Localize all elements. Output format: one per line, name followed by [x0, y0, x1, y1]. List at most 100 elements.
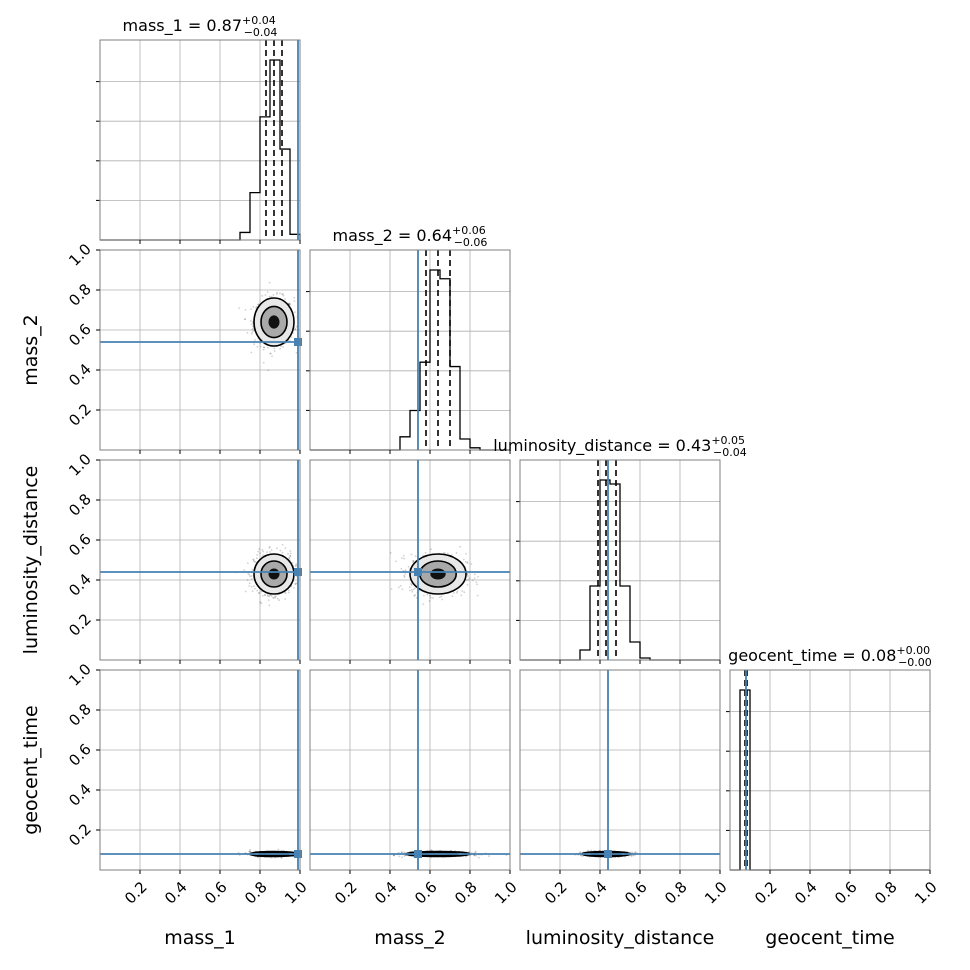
sample-point [284, 598, 286, 600]
sample-point [403, 576, 406, 578]
sample-point [287, 552, 289, 555]
hist-step-geocent_time [730, 689, 930, 871]
sample-point [400, 851, 403, 853]
y-tick-label: 0.6 [65, 530, 95, 560]
sample-point [429, 596, 432, 599]
sample-point [430, 849, 433, 851]
y-tick-label: 0.2 [65, 610, 95, 640]
sample-point [249, 320, 252, 322]
sample-point [275, 595, 277, 598]
sample-point [247, 572, 250, 575]
sample-point [256, 553, 259, 556]
sample-point [414, 594, 416, 596]
sample-point [259, 342, 262, 345]
x-tick-label: 0.8 [661, 878, 691, 908]
x-tick-label: 0.6 [411, 878, 441, 908]
sample-point [293, 300, 296, 302]
sample-point [632, 854, 635, 857]
y-tick-label: 0.4 [65, 570, 95, 600]
hist-panel-mass_1: mass_1 = 0.87+0.04 −0.04 [96, 14, 301, 241]
sample-point [411, 588, 413, 591]
sample-point [273, 350, 276, 352]
x-tick-label: 1.0 [911, 878, 941, 908]
sample-point [474, 851, 477, 854]
sample-point [258, 548, 261, 550]
sample-point [400, 851, 403, 854]
panel-2d-mass_1-luminosity_distance [99, 459, 302, 661]
sample-point [268, 604, 271, 607]
sample-point [294, 327, 297, 330]
sample-point [466, 561, 469, 563]
sample-point [264, 594, 266, 597]
sample-point [291, 562, 294, 564]
sample-point [257, 550, 259, 553]
sample-point [413, 594, 416, 597]
sample-point [473, 854, 476, 857]
panel-title-geocent_time: geocent_time = 0.08+0.00 −0.00 [728, 644, 932, 669]
sample-point [287, 339, 290, 342]
x-tick-label: 0.6 [831, 878, 861, 908]
x-tick-label: 0.4 [581, 878, 611, 908]
sample-point [289, 555, 291, 557]
sample-point [267, 346, 269, 349]
sample-point [414, 555, 417, 558]
x-axis-label-mass_1: mass_1 [164, 927, 236, 949]
sample-point [250, 308, 252, 311]
sample-point [399, 584, 402, 587]
sample-point [453, 592, 455, 594]
axes-frame [309, 459, 511, 661]
sample-point [284, 547, 287, 549]
sample-point [244, 318, 246, 321]
sample-point [409, 589, 411, 592]
sample-point [294, 565, 297, 568]
sample-point [252, 560, 255, 563]
sample-point [412, 561, 415, 564]
hist-step-luminosity_distance [520, 479, 720, 661]
sample-point [289, 550, 292, 552]
sample-point [238, 307, 241, 310]
x-tick-label: 0.2 [121, 878, 151, 908]
x-tick-label: 1.0 [281, 878, 311, 908]
sample-point [248, 850, 251, 853]
sample-point [248, 850, 251, 853]
sample-point [460, 594, 463, 597]
sample-point [403, 851, 406, 854]
sample-point [466, 583, 469, 586]
sample-point [269, 352, 272, 355]
sample-point [424, 551, 427, 554]
sample-point [290, 336, 293, 339]
x-tick-label: 1.0 [701, 878, 731, 908]
sample-point [246, 579, 249, 581]
x-tick-label: 0.4 [791, 878, 821, 908]
x-axis-label-luminosity_distance: luminosity_distance [526, 927, 715, 949]
sample-point [256, 345, 259, 348]
axes-frame [729, 669, 931, 871]
sample-point [412, 559, 415, 562]
sample-point [264, 294, 267, 296]
sample-point [289, 552, 292, 555]
sample-point [471, 579, 474, 582]
sample-point [294, 583, 297, 586]
sample-point [412, 588, 415, 591]
sample-point [270, 295, 273, 298]
sample-point [477, 575, 479, 578]
sample-point [475, 854, 478, 857]
y-tick-label: 0.4 [65, 360, 95, 390]
axes-frame [309, 249, 511, 451]
sample-point [456, 591, 458, 594]
x-tick-label: 0.6 [201, 878, 231, 908]
sample-point [475, 581, 478, 584]
sample-point [474, 850, 477, 853]
sample-point [266, 551, 268, 553]
sample-point [254, 339, 256, 341]
sample-point [259, 345, 262, 348]
sample-point [253, 585, 255, 588]
sample-point [478, 856, 480, 859]
panel-2d-mass_1-geocent_time [99, 669, 302, 871]
sample-point [260, 590, 263, 593]
sample-point [268, 595, 271, 598]
sample-point [248, 584, 251, 587]
sample-point [276, 597, 279, 600]
sample-point [400, 557, 403, 559]
sample-point [269, 594, 272, 597]
